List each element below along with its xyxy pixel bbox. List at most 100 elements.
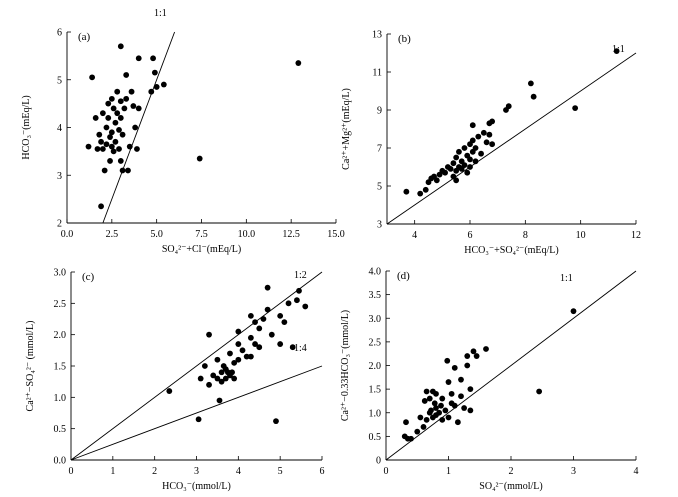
y-tick-label: 6 — [57, 28, 62, 39]
data-point — [235, 341, 242, 347]
data-point — [264, 284, 271, 291]
y-tick-label: 0.0 — [54, 456, 67, 467]
data-point — [116, 146, 122, 152]
x-axis-label: SO₄²⁻+Cl⁻(mEq/L) — [162, 244, 241, 255]
data-point — [125, 167, 131, 174]
data-point — [89, 74, 96, 81]
y-tick-label: 3 — [57, 171, 62, 182]
data-point — [467, 156, 473, 163]
data-point — [472, 158, 479, 165]
panel-a: 0.0 2.5 5.0 7.5 10.0 12.5 15.0 2 3 4 5 6 1:1 (a) SO₄²⁻… — [21, 8, 345, 255]
data-point — [489, 141, 496, 148]
data-point — [99, 146, 106, 152]
panel-label: (d) — [397, 270, 410, 282]
data-point — [151, 69, 158, 76]
data-point — [302, 303, 309, 310]
data-point — [433, 405, 439, 411]
data-point — [103, 124, 110, 131]
data-point — [467, 407, 474, 414]
data-point — [160, 81, 167, 88]
data-point — [264, 306, 271, 313]
data-point — [256, 325, 263, 332]
data-point — [417, 190, 424, 197]
data-point — [445, 379, 452, 385]
data-point — [153, 84, 160, 90]
data-point — [218, 369, 225, 376]
data-point — [527, 80, 534, 87]
data-point — [117, 43, 124, 50]
data-point — [469, 137, 476, 144]
x-tick-label: 2.5 — [106, 229, 119, 240]
y-tick-label: 2.0 — [369, 361, 382, 372]
data-point — [132, 124, 139, 131]
data-point — [98, 138, 104, 145]
y-axis-label: Ca²⁺−SO₄²⁻ (mmol/L) — [25, 321, 36, 412]
data-point — [166, 388, 173, 394]
x-tick-label: 0.0 — [61, 229, 74, 240]
x-tick-label: 12.5 — [282, 229, 300, 240]
data-point — [464, 362, 471, 369]
data-point — [480, 129, 487, 136]
data-point — [105, 100, 112, 107]
panel-c: 0 1 2 3 4 5 6 0.0 0.5 1.0 1.5 2.0 2.5 3.0 1:2 1:4 (c) HCO… — [25, 268, 325, 493]
y-tick-label: 0 — [376, 456, 381, 467]
data-point — [108, 129, 115, 136]
data-point — [222, 375, 229, 382]
data-point — [197, 375, 204, 382]
data-point — [99, 110, 106, 117]
data-point — [461, 405, 468, 411]
data-point — [467, 386, 474, 393]
data-point — [414, 428, 421, 435]
data-point — [467, 164, 473, 170]
data-point — [108, 143, 115, 150]
data-point — [130, 103, 137, 109]
data-point — [442, 407, 449, 414]
data-point — [464, 169, 471, 176]
data-point — [108, 95, 115, 102]
data-point — [148, 88, 155, 95]
data-point — [117, 158, 124, 164]
y-tick-label: 1.5 — [369, 385, 382, 396]
x-tick-label: 1 — [446, 466, 451, 477]
data-point — [110, 105, 117, 112]
data-point — [483, 346, 489, 352]
data-point — [453, 177, 460, 184]
data-point — [231, 375, 238, 382]
x-tick-label: 3 — [571, 466, 576, 477]
reference-line-label: 1:4 — [294, 343, 307, 354]
y-tick-label: 0.5 — [54, 424, 67, 435]
data-point — [570, 308, 577, 315]
data-point — [196, 155, 203, 162]
data-point — [439, 395, 446, 402]
data-point — [486, 131, 493, 138]
data-point — [92, 115, 99, 121]
x-tick-label: 7.5 — [195, 229, 208, 240]
x-tick-label: 5 — [278, 466, 283, 477]
data-point — [239, 347, 246, 354]
data-point — [613, 48, 620, 54]
x-tick-label: 12 — [631, 230, 641, 241]
panel-label: (b) — [398, 33, 411, 45]
reference-line-1-1 — [386, 52, 637, 225]
data-point — [105, 115, 112, 121]
data-point — [98, 203, 104, 210]
data-point — [451, 364, 458, 371]
data-point — [231, 359, 238, 366]
data-point — [483, 139, 490, 146]
data-point — [110, 148, 117, 155]
data-point — [295, 60, 302, 66]
y-tick-label: 1.0 — [369, 408, 382, 419]
x-tick-label: 10 — [576, 230, 586, 241]
data-point — [119, 167, 126, 174]
data-point — [294, 297, 300, 304]
data-point — [229, 369, 235, 376]
data-point — [247, 312, 254, 319]
y-tick-label: 3.5 — [369, 290, 382, 301]
data-point — [247, 353, 254, 360]
data-point — [505, 103, 512, 110]
data-point — [260, 316, 267, 322]
y-tick-label: 5 — [57, 75, 62, 86]
data-point — [281, 319, 288, 326]
reference-line-label: 1:2 — [294, 270, 307, 281]
data-point — [107, 134, 113, 140]
